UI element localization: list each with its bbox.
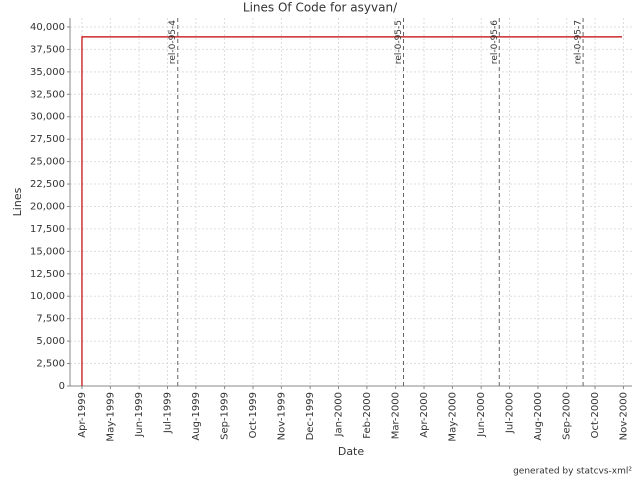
x-tick-label: Sep-1999	[220, 392, 231, 440]
y-tick-label: 15,000	[30, 246, 65, 257]
x-tick-label: Oct-2000	[590, 392, 601, 438]
x-tick-label: Jul-2000	[505, 392, 516, 434]
x-tick-label: Mar-2000	[391, 392, 402, 439]
x-tick-label: Aug-1999	[191, 392, 202, 441]
y-tick-label: 25,000	[30, 157, 65, 168]
y-tick-label: 27,500	[30, 134, 65, 145]
y-tick-label: 30,000	[30, 112, 65, 123]
footer: generated by statcvs-xml²	[513, 467, 632, 477]
y-tick-label: 10,000	[30, 291, 65, 302]
x-tick-label: Apr-2000	[419, 392, 430, 438]
y-tick-label: 0	[59, 381, 65, 392]
x-tick-label: Jan-2000	[334, 392, 345, 437]
tag-label: rel-0-95-7	[574, 20, 584, 64]
y-tick-label: 37,500	[30, 44, 65, 55]
y-tick-label: 12,500	[30, 269, 65, 280]
tag-label: rel-0-95-4	[168, 20, 178, 64]
tag-label: rel-0-95-6	[490, 20, 500, 64]
x-tick-label: Jun-2000	[476, 392, 487, 438]
y-tick-label: 32,500	[30, 89, 65, 100]
x-tick-label: Jun-1999	[134, 392, 145, 438]
y-axis-label: Lines	[11, 187, 24, 216]
y-tick-label: 5,000	[36, 336, 65, 347]
x-tick-label: Apr-1999	[77, 392, 88, 438]
x-tick-label: May-2000	[447, 392, 458, 442]
y-tick-label: 17,500	[30, 224, 65, 235]
x-tick-label: Nov-1999	[276, 392, 287, 440]
x-tick-label: Nov-2000	[618, 392, 629, 440]
tag-label: rel-0-95-5	[394, 20, 404, 64]
x-tick-label: May-1999	[105, 392, 116, 442]
x-tick-label: Jul-1999	[162, 392, 173, 434]
x-tick-label: Aug-2000	[533, 392, 544, 441]
loc-line	[81, 36, 623, 386]
y-tick-label: 40,000	[30, 22, 65, 33]
x-axis-label: Date	[338, 445, 365, 458]
y-tick-label: 20,000	[30, 201, 65, 212]
y-tick-label: 7,500	[36, 314, 65, 325]
x-tick-label: Dec-1999	[305, 392, 316, 440]
y-tick-label: 22,500	[30, 179, 65, 190]
chart-title: Lines Of Code for asyvan/	[243, 1, 398, 15]
x-tick-label: Feb-2000	[362, 392, 373, 439]
x-tick-label: Sep-2000	[562, 392, 573, 440]
y-tick-label: 35,000	[30, 67, 65, 78]
x-tick-label: Oct-1999	[248, 392, 259, 438]
y-tick-label: 2,500	[36, 359, 65, 370]
